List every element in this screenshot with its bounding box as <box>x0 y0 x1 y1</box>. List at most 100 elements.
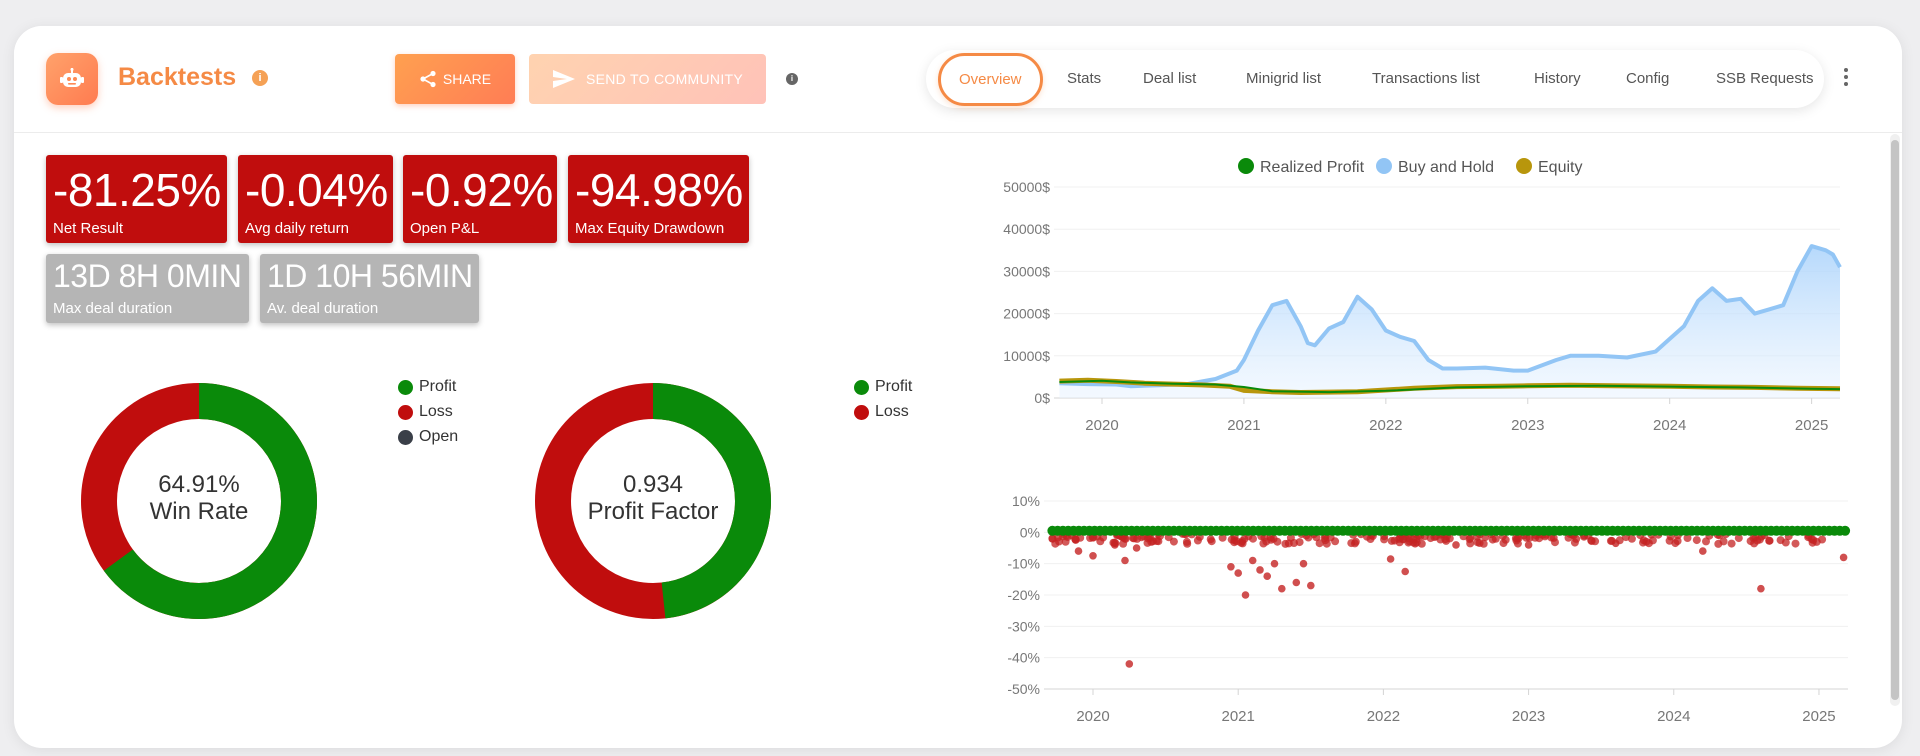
scrollbar[interactable] <box>1890 134 1900 706</box>
loss-point <box>1286 533 1295 542</box>
loss-point <box>1452 541 1460 549</box>
deal-result-scatter: 10% 0% -10% -20% -30% -40% -50% 2020 2021 2022 202… <box>1007 493 1851 725</box>
loss-point <box>1281 539 1290 548</box>
stat-open-pnl: -0.92% Open P&L <box>403 155 557 243</box>
pf-legend-loss[interactable]: Loss <box>854 403 909 421</box>
loss-point <box>1488 535 1497 544</box>
loss-point <box>1263 572 1271 580</box>
loss-point <box>1295 538 1304 547</box>
loss-point <box>1071 535 1080 544</box>
stat-value: 1D 10H 56MIN <box>267 258 473 294</box>
profit-factor-label: Profit Factor <box>588 498 719 525</box>
info-icon[interactable]: i <box>252 70 268 86</box>
tab-history[interactable]: History <box>1534 70 1581 87</box>
y-tick-label: 20000$ <box>1003 306 1050 322</box>
stat-value: -0.04% <box>245 164 388 216</box>
legend-dot <box>1376 158 1392 174</box>
legend-label[interactable]: Buy and Hold <box>1398 159 1494 176</box>
loss-point <box>1399 535 1407 544</box>
tab-minigrid-list[interactable]: Minigrid list <box>1246 70 1322 87</box>
loss-point <box>1089 552 1097 560</box>
loss-point <box>1692 536 1701 545</box>
loss-point <box>1299 559 1308 568</box>
x-tick-label: 2024 <box>1653 417 1686 434</box>
loss-point <box>1256 566 1264 574</box>
y-tick-label: -50% <box>1007 681 1040 697</box>
loss-point <box>1466 539 1475 548</box>
loss-point <box>1278 584 1286 593</box>
win-legend-profit[interactable]: Profit <box>398 378 456 396</box>
x-tick-label: 2025 <box>1795 417 1828 434</box>
share-icon <box>420 70 436 88</box>
profit-factor-value: 0.934 <box>623 471 683 498</box>
tab-overview[interactable]: Overview <box>938 53 1043 106</box>
loss-point <box>1061 537 1070 546</box>
tab-deal-list[interactable]: Deal list <box>1143 70 1197 87</box>
loss-point <box>1238 537 1247 546</box>
loss-point <box>1727 539 1736 548</box>
pf-legend-profit[interactable]: Profit <box>854 378 912 396</box>
stat-value: -81.25% <box>53 164 221 216</box>
loss-point <box>1292 578 1301 587</box>
loss-point <box>1227 563 1235 571</box>
loss-point <box>1132 544 1141 552</box>
loss-point <box>1673 537 1682 545</box>
stat-label: Max deal duration <box>53 300 173 317</box>
loss-point <box>1501 535 1510 544</box>
share-label: SHARE <box>442 71 492 87</box>
tab-transactions-list[interactable]: Transactions list <box>1372 70 1480 87</box>
y-tick-label: 30000$ <box>1003 263 1050 279</box>
loss-point <box>1234 569 1242 577</box>
x-tick-label: 2022 <box>1369 417 1402 434</box>
loss-point <box>1757 584 1765 593</box>
stat-avg-daily-return: -0.04% Avg daily return <box>238 155 393 243</box>
realized-profit-line <box>1059 379 1841 394</box>
x-tick-label: 2021 <box>1222 708 1255 725</box>
y-tick-label: -30% <box>1007 618 1040 634</box>
loss-point <box>1512 536 1521 545</box>
x-tick-label: 2024 <box>1657 708 1690 725</box>
loss-point <box>1699 547 1707 555</box>
stat-value: -0.92% <box>410 164 553 216</box>
scrollbar-thumb[interactable] <box>1891 140 1899 700</box>
loss-point <box>1549 533 1558 542</box>
loss-point <box>1241 591 1250 599</box>
tab-config[interactable]: Config <box>1626 70 1670 87</box>
loss-point <box>1248 556 1257 565</box>
win-rate-profit-arc <box>81 383 317 619</box>
win-legend-loss[interactable]: Loss <box>398 403 453 421</box>
win-legend-open[interactable]: Open <box>398 428 458 446</box>
stat-value: 13D 8H 0MIN <box>53 258 242 294</box>
x-tick-label: 2022 <box>1367 708 1400 725</box>
tab-bar: Overview Stats Deal list Minigrid list T… <box>926 50 1824 108</box>
loss-point <box>1111 541 1119 549</box>
loss-point <box>1639 538 1647 547</box>
loss-point <box>1152 537 1161 545</box>
robot-icon <box>46 53 98 105</box>
legend-label[interactable]: Realized Profit <box>1260 159 1365 176</box>
send-info-icon[interactable]: i <box>786 73 798 85</box>
win-rate-value: 64.91% <box>158 471 239 498</box>
more-menu-icon[interactable] <box>1844 68 1850 89</box>
loss-point <box>1412 538 1421 547</box>
y-tick-label: 50000$ <box>1003 179 1050 195</box>
profit-point <box>1840 525 1851 536</box>
loss-point <box>1321 536 1330 545</box>
stat-max-equity-drawdown: -94.98% Max Equity Drawdown <box>568 155 749 243</box>
send-to-community-button[interactable]: SEND TO COMMUNITY <box>529 54 766 104</box>
backtests-card: Backtests i SHARE SEND TO COMMUNITY i Ov… <box>14 26 1902 748</box>
tab-ssb-requests[interactable]: SSB Requests <box>1716 70 1814 87</box>
y-tick-label: 10% <box>1012 493 1040 509</box>
y-tick-label: 0% <box>1020 524 1040 540</box>
tab-stats[interactable]: Stats <box>1067 70 1102 87</box>
share-button[interactable]: SHARE <box>395 54 515 104</box>
y-tick-label: 0$ <box>1034 390 1050 406</box>
loss-point <box>1267 535 1275 544</box>
loss-point <box>1351 537 1360 546</box>
y-tick-label: -20% <box>1007 587 1040 603</box>
legend-label[interactable]: Equity <box>1538 159 1582 176</box>
stat-av-deal-duration: 1D 10H 56MIN Av. deal duration <box>260 254 479 323</box>
profit-factor-donut: 0.934 Profit Factor <box>535 383 771 619</box>
loss-point <box>1839 553 1848 562</box>
header-bar: Backtests i SHARE SEND TO COMMUNITY i Ov… <box>14 26 1902 133</box>
